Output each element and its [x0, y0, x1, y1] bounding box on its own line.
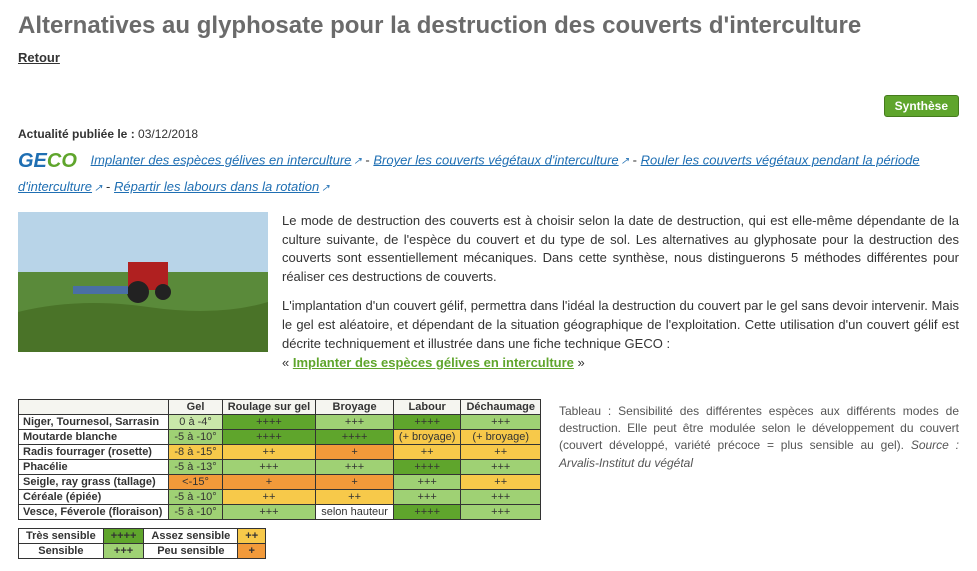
legend-cell: Assez sensible [144, 528, 238, 543]
link-fiche-geco[interactable]: Implanter des espèces gélives en intercu… [293, 355, 574, 370]
article-photo [18, 212, 268, 352]
table-cell: +++ [461, 504, 540, 519]
table-cell: (+ broyage) [461, 429, 540, 444]
table-cell: selon hauteur [316, 504, 394, 519]
link-implanter[interactable]: Implanter des espèces gélives en intercu… [91, 152, 352, 167]
row-label: Céréale (épiée) [19, 489, 169, 504]
table-cell: +++ [393, 489, 461, 504]
row-label: Vesce, Féverole (floraison) [19, 504, 169, 519]
table-cell: -5 à -13° [169, 459, 222, 474]
table-header [19, 399, 169, 414]
table-cell: +++ [316, 459, 394, 474]
geco-logo: GECO [18, 150, 77, 172]
table-cell: ++++ [222, 414, 316, 429]
article-body: Le mode de destruction des couverts est … [282, 212, 959, 383]
table-row: Seigle, ray grass (tallage)<-15°+++++++ [19, 474, 541, 489]
table-cell: ++++ [393, 414, 461, 429]
table-row: Phacélie-5 à -13°+++++++++++++ [19, 459, 541, 474]
table-cell: ++ [222, 444, 316, 459]
table-cell: +++ [461, 414, 540, 429]
legend-cell: Très sensible [19, 528, 104, 543]
row-label: Moutarde blanche [19, 429, 169, 444]
table-row: Niger, Tournesol, Sarrasin0 à -4°+++++++… [19, 414, 541, 429]
table-row: Radis fourrager (rosette)-8 à -15°++++++… [19, 444, 541, 459]
legend-cell: ++++ [103, 528, 144, 543]
legend-table: Très sensible++++Assez sensible++Sensibl… [18, 528, 266, 559]
legend-row: Sensible+++Peu sensible+ [19, 543, 266, 558]
separator: - [633, 152, 641, 167]
external-icon: ↗ [353, 156, 361, 167]
synthese-button[interactable]: Synthèse [884, 95, 959, 117]
table-cell: ++ [393, 444, 461, 459]
table-cell: +++ [393, 474, 461, 489]
row-label: Niger, Tournesol, Sarrasin [19, 414, 169, 429]
table-header: Roulage sur gel [222, 399, 316, 414]
table-cell: ++++ [393, 459, 461, 474]
table-cell: +++ [222, 504, 316, 519]
publication-date: Actualité publiée le : 03/12/2018 [18, 127, 959, 141]
link-broyer[interactable]: Broyer les couverts végétaux d'intercult… [373, 152, 618, 167]
external-icon: ↗ [321, 183, 329, 194]
table-cell: ++ [316, 489, 394, 504]
table-cell: + [316, 474, 394, 489]
table-cell: -5 à -10° [169, 429, 222, 444]
table-row: Céréale (épiée)-5 à -10°++++++++++ [19, 489, 541, 504]
table-cell: <-15° [169, 474, 222, 489]
legend-cell: ++ [238, 528, 266, 543]
table-cell: +++ [461, 459, 540, 474]
table-header: Labour [393, 399, 461, 414]
table-cell: +++ [316, 414, 394, 429]
table-cell: +++ [222, 459, 316, 474]
legend-cell: +++ [103, 543, 144, 558]
row-label: Seigle, ray grass (tallage) [19, 474, 169, 489]
paragraph-1: Le mode de destruction des couverts est … [282, 212, 959, 287]
table-header: Déchaumage [461, 399, 540, 414]
pubdate-prefix: Actualité publiée le : [18, 127, 135, 141]
table-cell: -5 à -10° [169, 489, 222, 504]
back-link[interactable]: Retour [18, 50, 60, 65]
sensitivity-table: GelRoulage sur gelBroyageLabourDéchaumag… [18, 399, 541, 520]
table-cell: ++++ [316, 429, 394, 444]
legend-cell: + [238, 543, 266, 558]
legend-row: Très sensible++++Assez sensible++ [19, 528, 266, 543]
legend-cell: Peu sensible [144, 543, 238, 558]
table-cell: + [316, 444, 394, 459]
table-cell: 0 à -4° [169, 414, 222, 429]
table-cell: ++ [222, 489, 316, 504]
paragraph-2: L'implantation d'un couvert gélif, perme… [282, 297, 959, 372]
table-cell: +++ [461, 489, 540, 504]
table-row: Moutarde blanche-5 à -10°++++++++(+ broy… [19, 429, 541, 444]
table-header: Gel [169, 399, 222, 414]
table-cell: -8 à -15° [169, 444, 222, 459]
link-repartir[interactable]: Répartir les labours dans la rotation [114, 179, 319, 194]
table-header: Broyage [316, 399, 394, 414]
row-label: Phacélie [19, 459, 169, 474]
table-row: Vesce, Féverole (floraison)-5 à -10°+++s… [19, 504, 541, 519]
external-icon: ↗ [94, 183, 102, 194]
table-caption: Tableau : Sensibilité des différentes es… [559, 399, 959, 473]
table-cell: + [222, 474, 316, 489]
table-cell: ++++ [222, 429, 316, 444]
table-cell: -5 à -10° [169, 504, 222, 519]
page-title: Alternatives au glyphosate pour la destr… [18, 12, 959, 40]
sensitivity-tables: GelRoulage sur gelBroyageLabourDéchaumag… [18, 399, 541, 559]
pubdate-value: 03/12/2018 [138, 127, 198, 141]
table-cell: (+ broyage) [393, 429, 461, 444]
table-cell: ++ [461, 474, 540, 489]
external-icon: ↗ [621, 156, 629, 167]
row-label: Radis fourrager (rosette) [19, 444, 169, 459]
table-cell: ++ [461, 444, 540, 459]
legend-cell: Sensible [19, 543, 104, 558]
table-cell: ++++ [393, 504, 461, 519]
separator: - [106, 179, 114, 194]
